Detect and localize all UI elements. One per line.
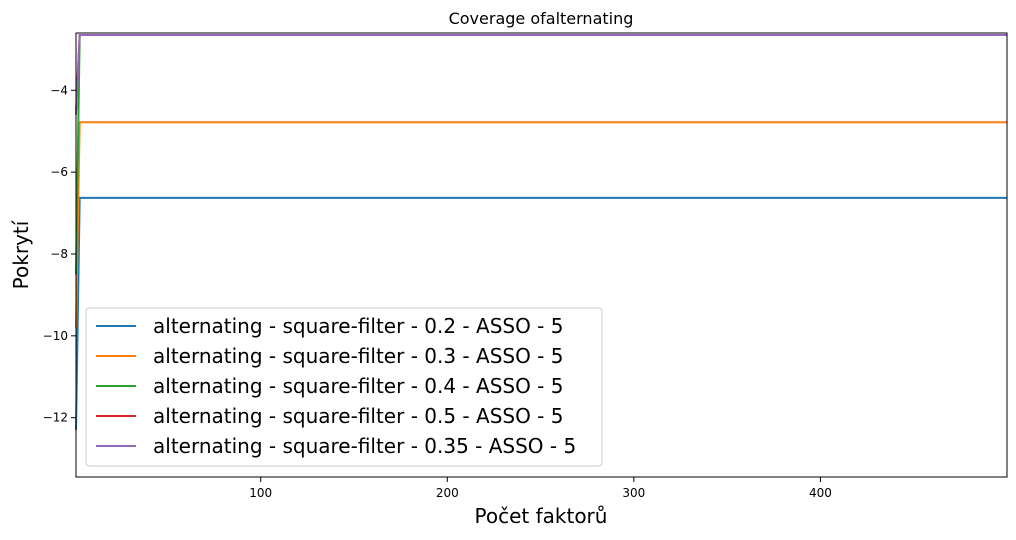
legend-frame	[85, 307, 603, 467]
series-line-2	[75, 121, 1007, 328]
series-line-1	[75, 196, 1007, 430]
legend: alternating - square-filter - 0.2 - ASSO…	[85, 307, 603, 467]
y-axis-ticks: −12 −10 −8 −6 −4	[43, 83, 76, 425]
legend-label: alternating - square-filter - 0.4 - ASSO…	[153, 374, 563, 398]
chart-title: Coverage ofalternating	[449, 9, 634, 28]
legend-label: alternating - square-filter - 0.35 - ASS…	[153, 434, 576, 458]
legend-label: alternating - square-filter - 0.3 - ASSO…	[153, 344, 563, 368]
y-tick-label: −8	[50, 247, 68, 261]
y-tick-label: −4	[50, 83, 68, 97]
x-axis-label: Počet faktorů	[475, 504, 608, 528]
legend-label: alternating - square-filter - 0.2 - ASSO…	[153, 314, 563, 338]
series-line-5	[75, 34, 1007, 115]
series-line-3	[75, 34, 1007, 275]
series-lines	[75, 34, 1007, 430]
series-line-4	[75, 34, 1007, 111]
legend-label: alternating - square-filter - 0.5 - ASSO…	[153, 404, 563, 428]
x-tick-label: 300	[622, 486, 645, 500]
y-tick-label: −12	[43, 411, 68, 425]
y-tick-label: −6	[50, 165, 68, 179]
plot-frame	[75, 32, 1008, 478]
x-tick-label: 100	[249, 486, 272, 500]
x-tick-label: 400	[809, 486, 832, 500]
y-axis-label: Pokrytí	[9, 219, 33, 289]
x-axis-ticks: 100 200 300 400	[249, 477, 832, 500]
x-tick-label: 200	[436, 486, 459, 500]
y-tick-label: −10	[43, 329, 68, 343]
